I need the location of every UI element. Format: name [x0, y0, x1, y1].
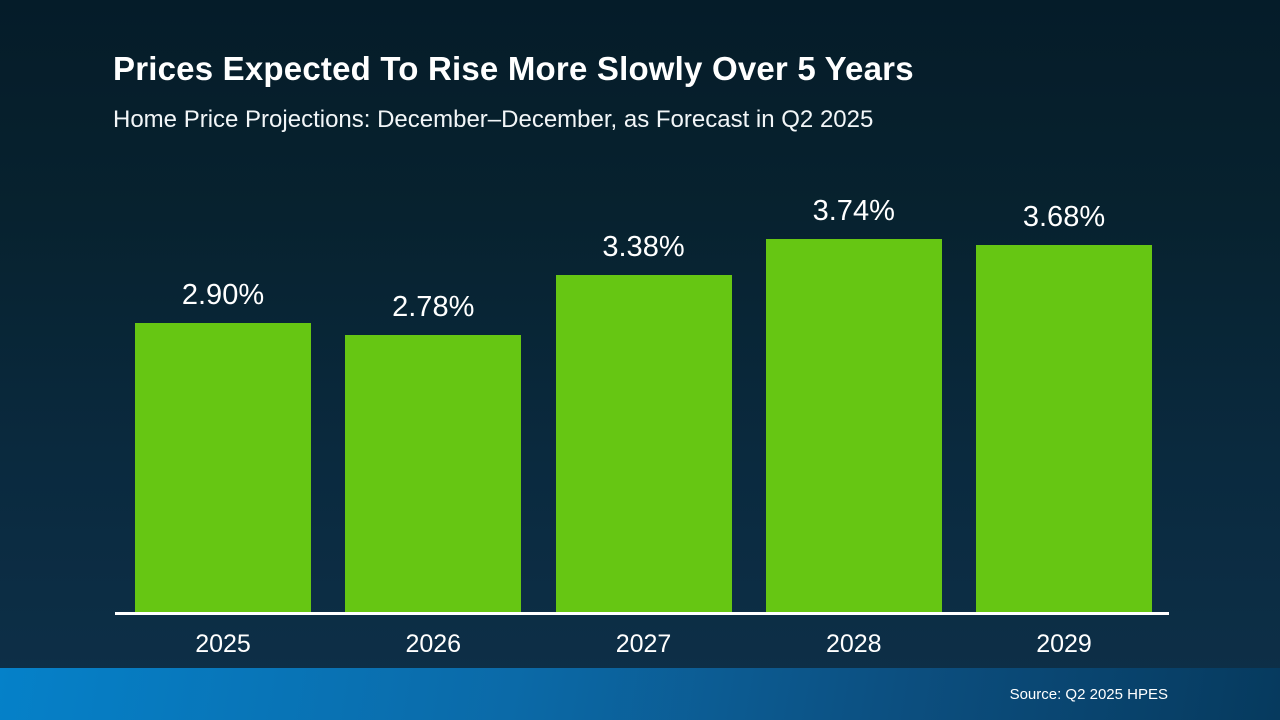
x-tick-label: 2026 [405, 630, 462, 658]
x-tick-label: 2029 [1036, 630, 1092, 658]
bar-column: 3.74% [765, 193, 942, 613]
x-tick-label: 2025 [195, 630, 251, 658]
bar-column: 3.68% [976, 193, 1152, 613]
x-axis-line [115, 612, 1169, 615]
footer-bar: Source: Q2 2025 HPES [0, 668, 1280, 720]
bar-column: 3.38% [555, 193, 732, 613]
x-tick-label: 2028 [825, 630, 882, 658]
bar-value-label: 3.38% [602, 231, 685, 263]
page-subtitle: Home Price Projections: December–Decembe… [113, 106, 874, 133]
bar [135, 323, 311, 613]
plot-area: 2.90% 2.78% 3.38% 3.74% 3.68% [135, 193, 1152, 613]
bar-value-label: 2.90% [181, 279, 265, 311]
bar [345, 335, 522, 613]
x-tick-label: 2027 [615, 630, 672, 658]
bar-column: 2.90% [135, 193, 311, 613]
x-axis-ticks: 2025 2026 2027 2028 2029 [135, 630, 1152, 659]
page-title: Prices Expected To Rise More Slowly Over… [113, 50, 914, 87]
bar [555, 275, 732, 613]
bar-value-label: 2.78% [392, 291, 475, 323]
source-note: Source: Q2 2025 HPES [1009, 685, 1168, 703]
bar-value-label: 3.68% [1022, 201, 1106, 233]
bar-column: 2.78% [345, 193, 522, 613]
bar-value-label: 3.74% [812, 195, 895, 227]
bar [976, 245, 1152, 613]
bar [765, 239, 942, 613]
